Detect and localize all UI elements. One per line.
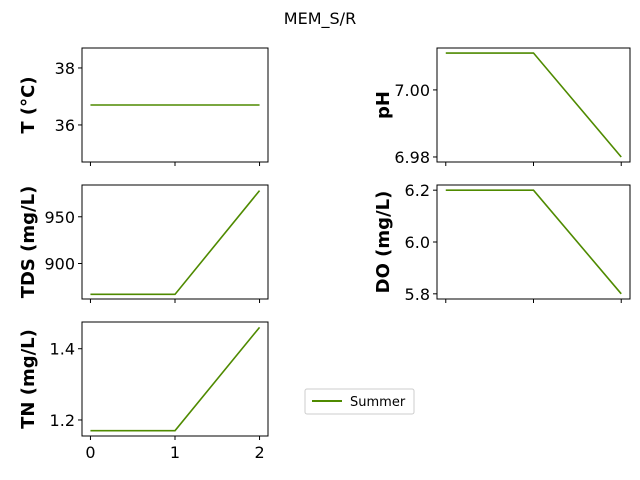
y-axis-label: TDS (mg/L) (18, 186, 39, 299)
y-tick-label: 950 (44, 208, 75, 227)
y-tick-label: 900 (44, 254, 75, 273)
y-tick-label: 5.8 (405, 285, 430, 304)
y-tick-label: 36 (55, 116, 75, 135)
series-line-summer (90, 326, 261, 432)
x-tick-label: 0 (85, 443, 95, 462)
subplot-4: 1.2 1.4 0 1 2 TN (mg/L) (18, 321, 269, 462)
y-axis-label: T (°C) (18, 76, 39, 133)
y-tick-label: 6.2 (405, 181, 430, 200)
axes-frame (81, 184, 269, 300)
axes-frame (436, 47, 631, 163)
y-tick-label: 1.2 (50, 411, 75, 430)
legend: Summer (304, 388, 415, 415)
y-tick-label: 6.98 (394, 148, 430, 167)
figure-title: MEM_S/R (284, 9, 356, 29)
series-line-summer (90, 190, 261, 296)
y-axis-label: TN (mg/L) (18, 329, 39, 429)
legend-label-summer: Summer (350, 395, 406, 410)
legend-box (304, 388, 415, 415)
y-tick-label: 6.0 (405, 233, 430, 252)
subplot-0: 36 38 T (°C) (18, 47, 269, 166)
series-line-summer (445, 189, 622, 295)
subplot-2: 900 950 TDS (mg/L) (18, 184, 269, 303)
x-tick-label: 1 (170, 443, 180, 462)
x-tick-label: 2 (254, 443, 264, 462)
axes-frame (436, 184, 631, 300)
y-axis-label: pH (373, 91, 394, 119)
axes-frame (81, 321, 269, 437)
series-line-summer (445, 52, 622, 158)
y-tick-label: 7.00 (394, 81, 430, 100)
y-tick-label: 1.4 (50, 340, 75, 359)
y-axis-label: DO (mg/L) (373, 191, 394, 294)
y-tick-label: 38 (55, 59, 75, 78)
subplot-3: 5.8 6.0 6.2 DO (mg/L) (373, 181, 631, 304)
